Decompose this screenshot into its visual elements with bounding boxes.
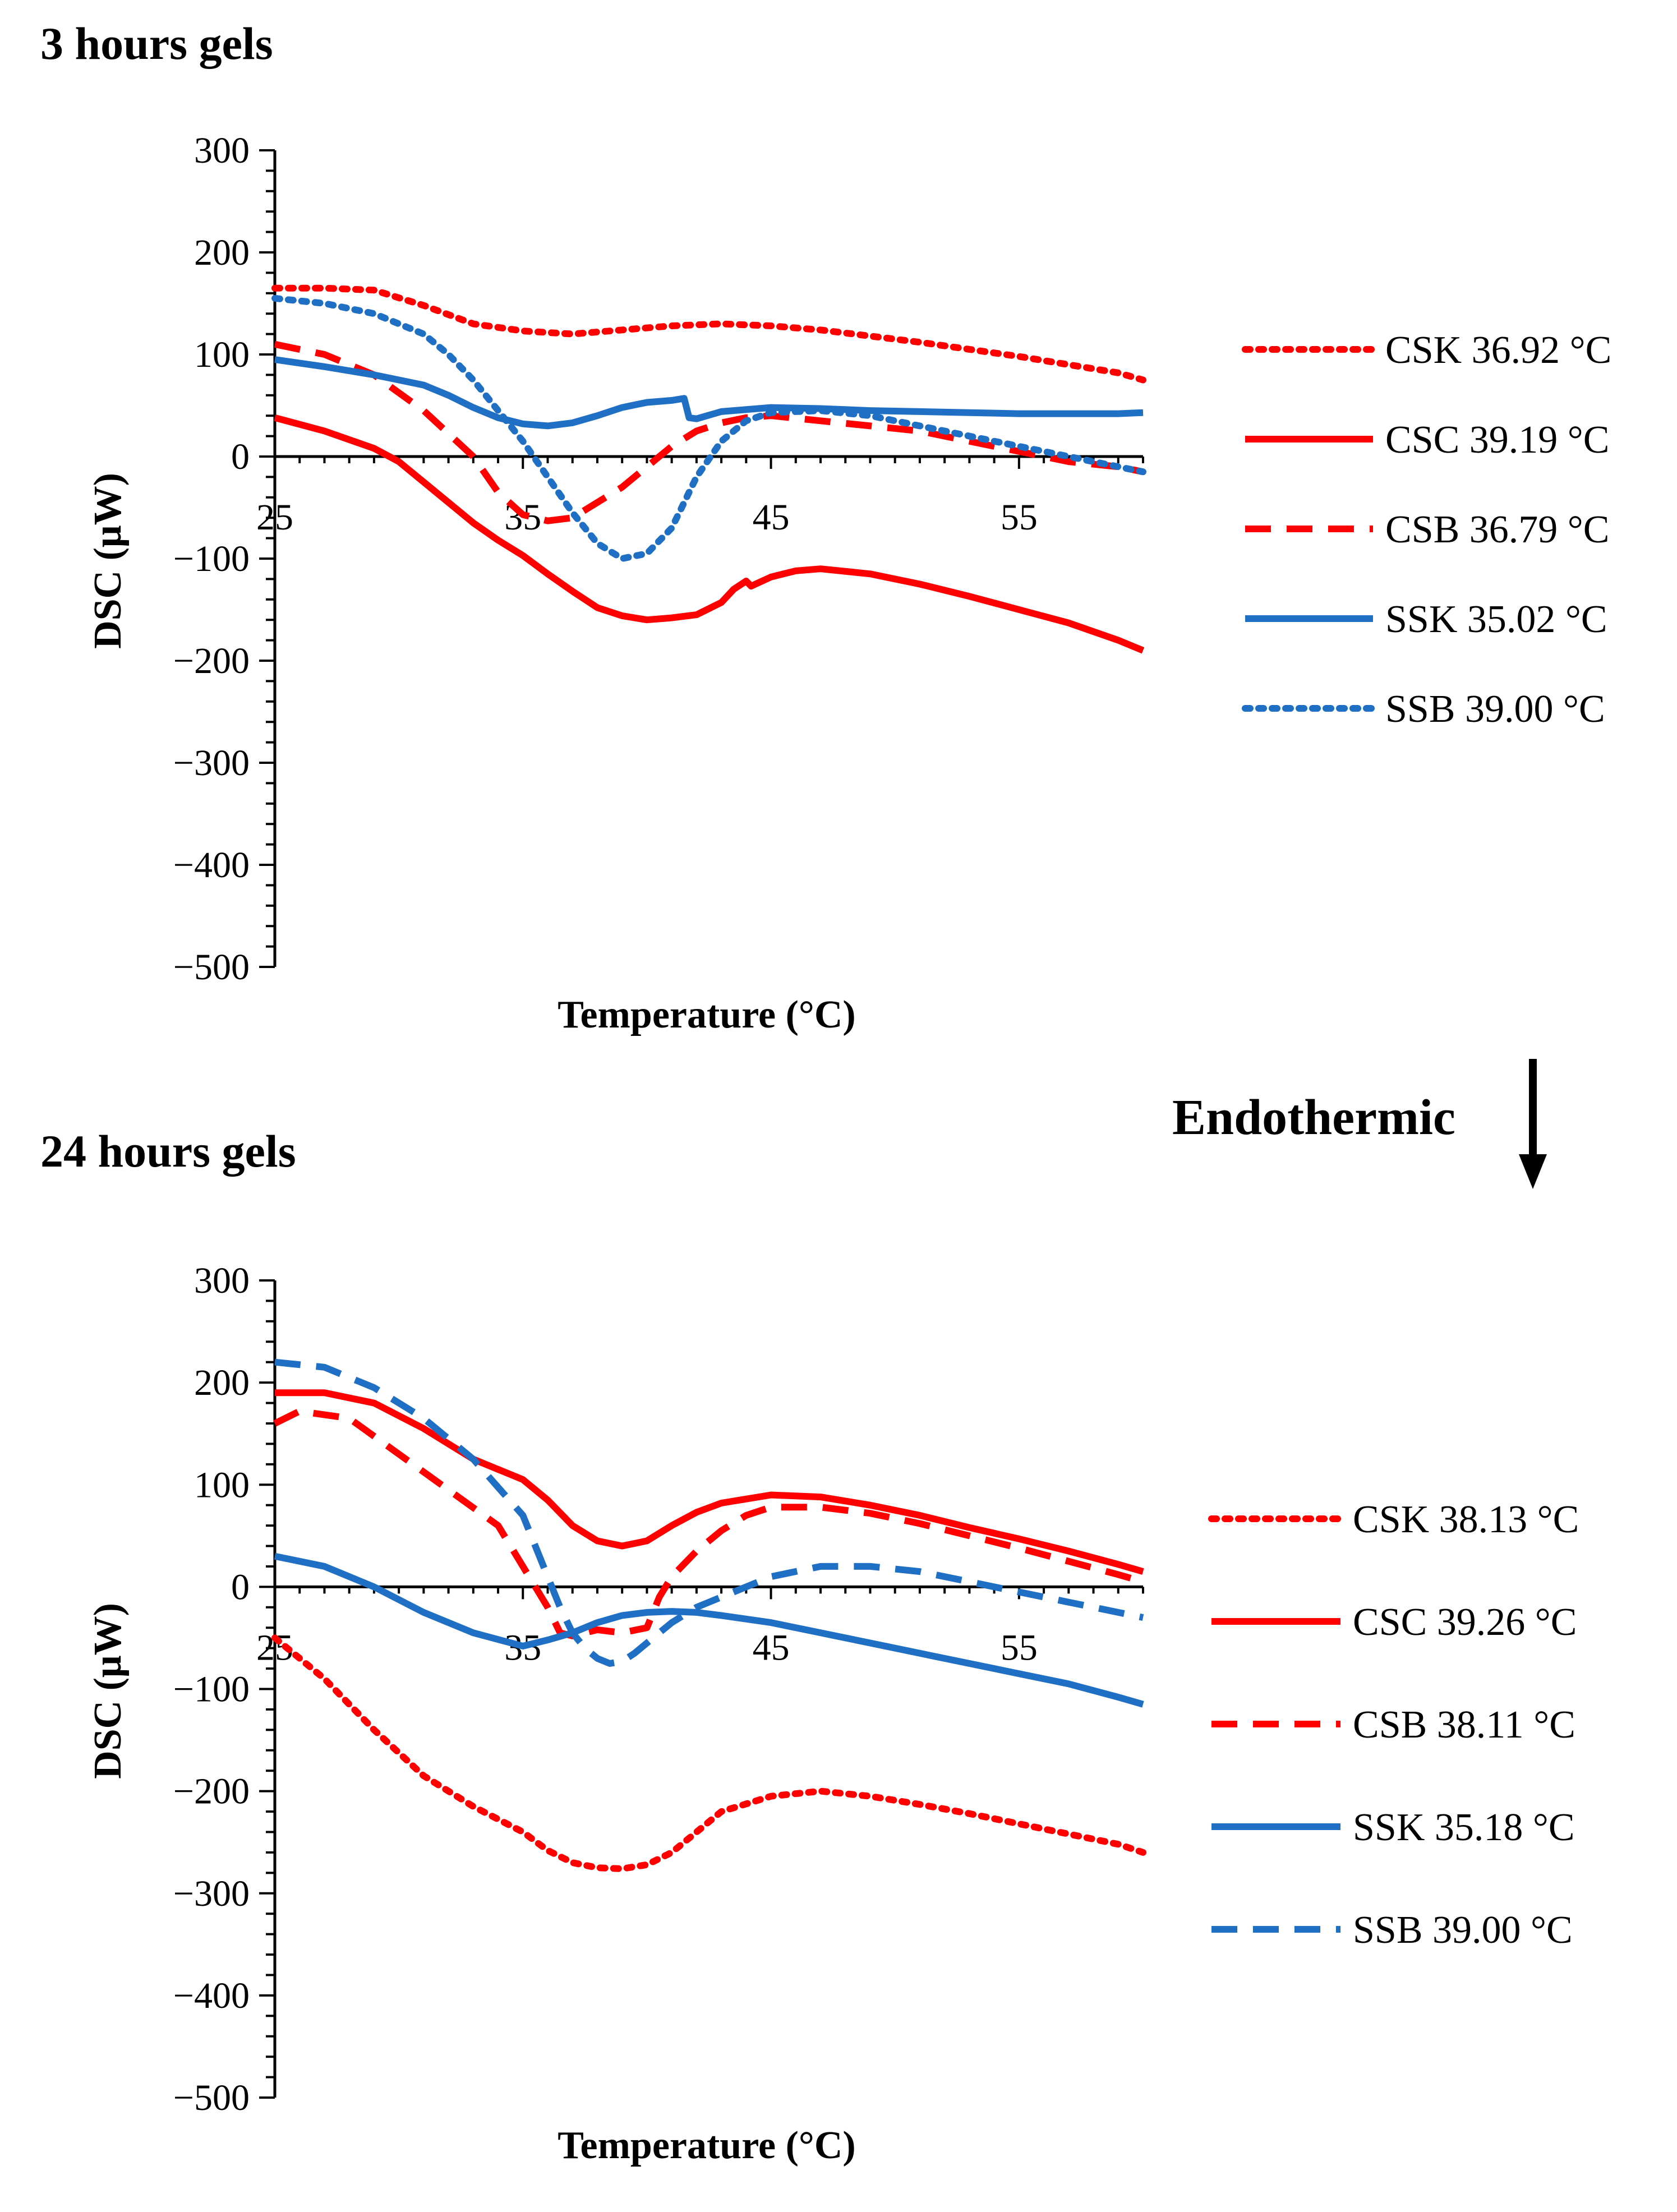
series-line-csc: [275, 1389, 1144, 1575]
series-line-ssk: [274, 356, 1144, 430]
series-line-csc: [274, 414, 1145, 654]
series-line-ssb: [274, 1358, 1144, 1667]
y-tick-label: −500: [173, 2077, 250, 2118]
endothermic-annotation: Endothermic: [1172, 1059, 1547, 1189]
series-line-csk: [271, 284, 1146, 384]
y-axis-label: DSC (μW): [86, 473, 130, 649]
series-line-ssb: [271, 294, 1146, 562]
series-line-csb: [273, 1408, 1144, 1639]
endothermic-label: Endothermic: [1172, 1090, 1455, 1145]
x-axis-label: Temperature (°C): [558, 993, 856, 1036]
legend-label: SSB 39.00 °C: [1353, 1909, 1573, 1952]
y-tick-label: 100: [194, 1464, 250, 1505]
y-tick-label: −200: [173, 640, 250, 681]
legend-label: SSB 39.00 °C: [1385, 688, 1605, 731]
y-tick-label: −500: [173, 947, 250, 988]
legend-label: CSB 36.79 °C: [1385, 508, 1610, 551]
x-tick-label: 45: [753, 1627, 790, 1668]
y-tick-label: 0: [231, 436, 250, 477]
x-axis-label: Temperature (°C): [558, 2124, 856, 2167]
y-tick-label: 200: [194, 1362, 250, 1403]
legend-label: CSC 39.26 °C: [1353, 1601, 1577, 1644]
y-tick-label: −100: [173, 538, 250, 579]
x-tick-label: 55: [1001, 497, 1038, 538]
series-line-csb: [274, 340, 1144, 524]
y-tick-label: −300: [173, 1873, 250, 1914]
y-tick-label: 0: [231, 1566, 250, 1607]
x-tick-label: 45: [753, 497, 790, 538]
y-tick-label: −100: [173, 1669, 250, 1710]
endothermic-arrow-head: [1519, 1154, 1547, 1189]
legend-label: CSK 36.92 °C: [1385, 329, 1611, 372]
legend-label: SSK 35.18 °C: [1353, 1806, 1575, 1849]
x-tick-label: 55: [1001, 1627, 1038, 1668]
legend-label: SSK 35.02 °C: [1385, 598, 1607, 641]
chart-3h: 3 hours gels Temperature (°C) DSC (μW) 3…: [40, 18, 1611, 1036]
y-tick-label: −400: [173, 845, 250, 886]
y-tick-label: 300: [194, 1260, 250, 1301]
chart-24h: 24 hours gels Temperature (°C) DSC (μW) …: [40, 1126, 1579, 2167]
y-tick-label: 100: [194, 334, 250, 375]
y-tick-label: 300: [194, 130, 250, 171]
x-tick-label: 25: [256, 497, 293, 538]
y-axis-label: DSC (μW): [86, 1603, 130, 1779]
legend-label: CSB 38.11 °C: [1353, 1703, 1575, 1746]
chart-title: 3 hours gels: [40, 18, 273, 69]
y-tick-label: −200: [173, 1771, 250, 1812]
legend-label: CSK 38.13 °C: [1353, 1498, 1579, 1541]
y-tick-label: −300: [173, 743, 250, 784]
y-tick-label: 200: [194, 232, 250, 273]
y-tick-label: −400: [173, 1975, 250, 2016]
legend-label: CSC 39.19 °C: [1385, 418, 1610, 462]
chart-title: 24 hours gels: [40, 1126, 296, 1177]
series-line-csk: [271, 1634, 1146, 1872]
series-line-ssk: [274, 1552, 1144, 1708]
